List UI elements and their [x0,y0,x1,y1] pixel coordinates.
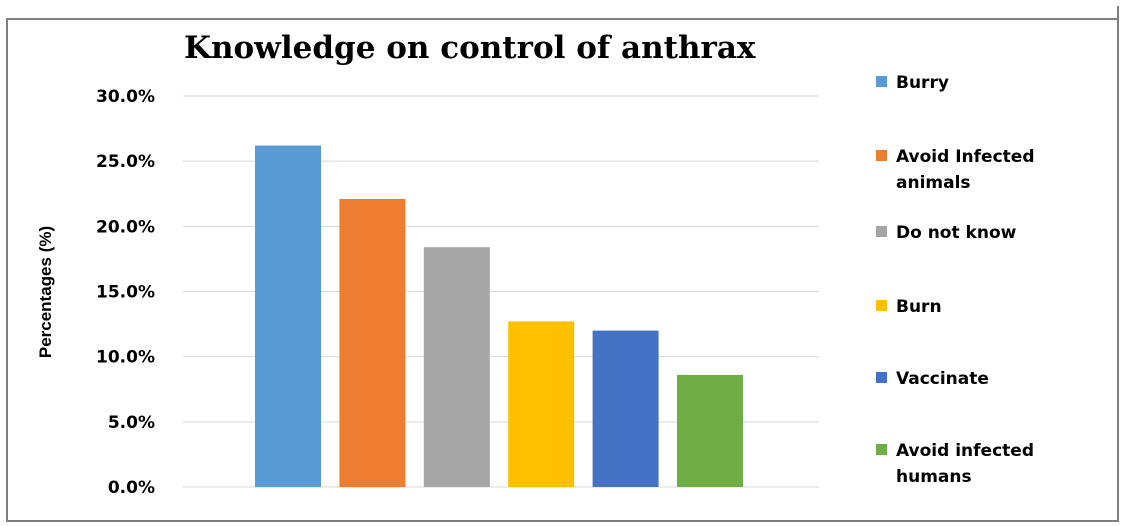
chart-title: Knowledge on control of anthrax [184,30,756,66]
legend-label: Avoid infected humans [896,441,1034,487]
bar-vaccinate [592,330,659,487]
y-tick-label: 5.0% [108,413,155,433]
bar-burry [255,145,321,487]
legend-label: Vaccinate [896,369,989,389]
legend-swatch [876,226,887,237]
legend-label: Avoid Infected animals [896,147,1035,193]
bar-do-not-know [423,247,490,487]
legend-label: Burn [896,297,942,317]
legend-label: Do not know [896,223,1017,243]
y-tick-label: 15.0% [96,283,155,303]
bar-avoid-infected-humans [677,374,743,487]
y-tick-label: 20.0% [96,217,155,237]
legend-swatch [876,372,887,383]
legend-swatch [876,444,887,455]
bar-burn [508,321,575,487]
y-tick-label: 0.0% [108,478,155,498]
y-tick-label: 30.0% [96,87,155,107]
y-tick-label: 10.0% [96,348,155,368]
legend-swatch [876,150,887,161]
legend-swatch [876,76,887,87]
y-tick-label: 25.0% [96,152,155,172]
legend-label: Burry [896,73,949,93]
bar-avoid-infected-animals [339,198,406,488]
legend-swatch [876,300,887,311]
chart-frame-edge [1117,6,1119,522]
